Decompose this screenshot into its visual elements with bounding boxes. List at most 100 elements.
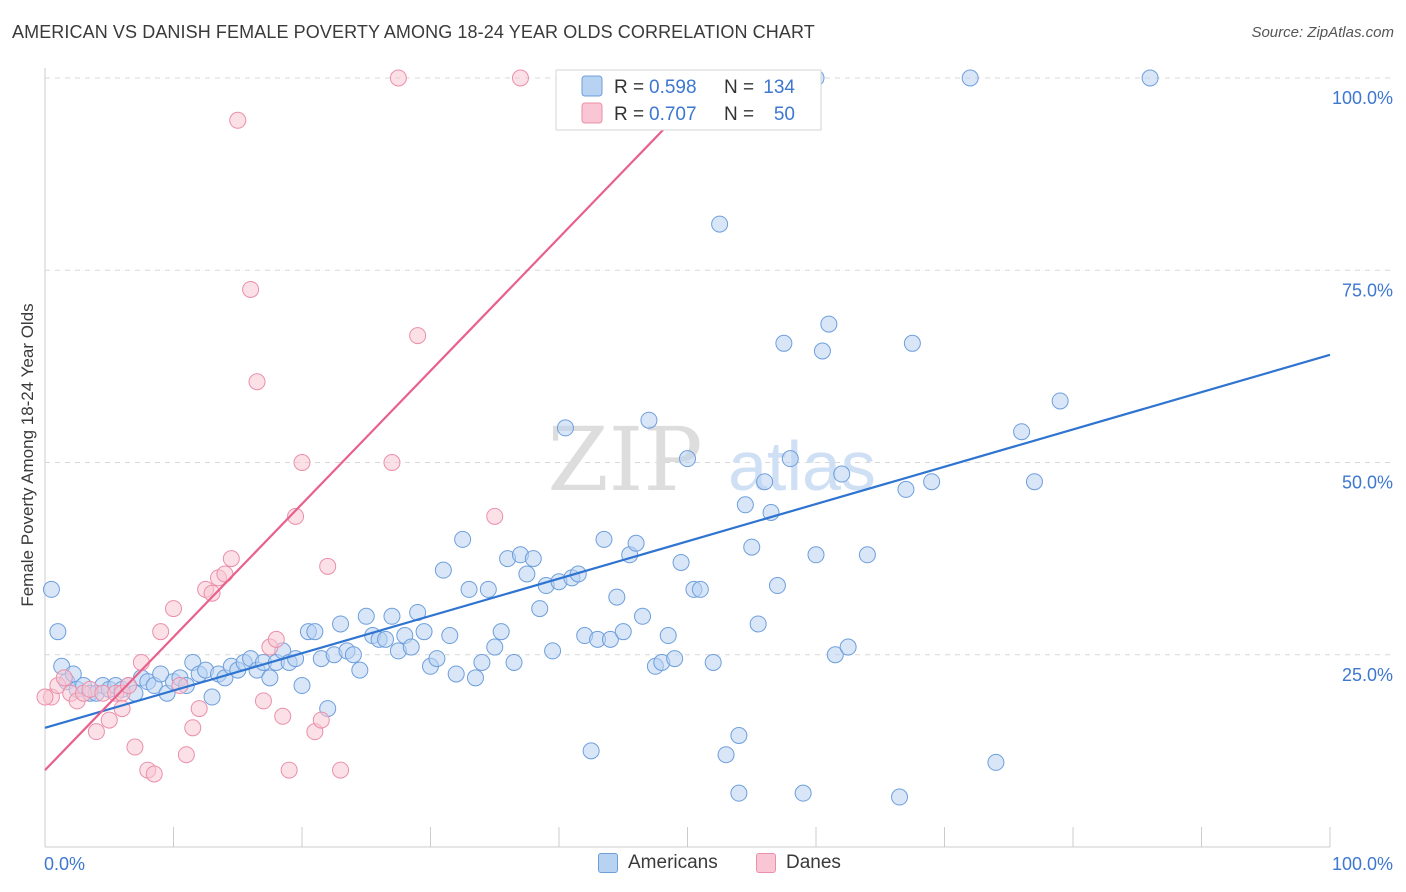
americans-point	[203, 688, 221, 706]
americans-point	[781, 450, 799, 468]
americans-point	[1013, 423, 1031, 441]
series-legend: Americans Danes	[0, 850, 1406, 880]
danes-point	[319, 557, 337, 575]
americans-point	[428, 650, 446, 668]
y-tick-label: 25.0%	[1342, 665, 1393, 685]
americans-point	[351, 661, 369, 679]
danes-point	[312, 711, 330, 729]
danes-point	[287, 507, 305, 525]
americans-point	[447, 665, 465, 683]
danes-r-label: R =	[614, 104, 644, 125]
americans-r-value: 0.598	[649, 77, 697, 98]
y-tick-label: 100.0%	[1332, 88, 1393, 108]
x-tick-label: 0.0%	[44, 854, 85, 874]
americans-point	[434, 561, 452, 579]
americans-point	[704, 653, 722, 671]
americans-point	[634, 607, 652, 625]
axes	[44, 68, 1331, 848]
americans-point	[505, 653, 523, 671]
danes-n-label: N =	[724, 104, 754, 125]
danes-point	[55, 669, 73, 687]
americans-point	[524, 550, 542, 568]
americans-point	[749, 615, 767, 633]
danes-point	[409, 327, 427, 345]
americans-point	[42, 580, 60, 598]
americans-point	[415, 623, 433, 641]
americans-point	[466, 669, 484, 687]
danes-point	[145, 765, 163, 783]
danes-point	[248, 373, 266, 391]
y-tick-label: 75.0%	[1342, 280, 1393, 300]
danes-point	[203, 584, 221, 602]
x-tick-label: 100.0%	[1332, 854, 1393, 874]
americans-point	[833, 465, 851, 483]
americans-point	[614, 623, 632, 641]
trendlines	[44, 77, 1331, 771]
americans-point	[601, 630, 619, 648]
danes-point	[152, 623, 170, 641]
americans-point	[903, 334, 921, 352]
danes-point	[274, 707, 292, 725]
americans-r-label: R =	[614, 77, 644, 98]
gridlines	[45, 77, 1395, 656]
danes-point	[222, 550, 240, 568]
danes-point	[280, 761, 298, 779]
watermark-atlas: atlas	[728, 427, 876, 505]
americans-swatch	[581, 75, 603, 97]
americans-n-label: N =	[724, 77, 754, 98]
chart-title: AMERICAN VS DANISH FEMALE POVERTY AMONG …	[12, 22, 815, 42]
americans-point	[344, 646, 362, 664]
americans-point	[293, 677, 311, 695]
americans-point	[987, 753, 1005, 771]
danes-point	[389, 69, 407, 87]
americans-point	[961, 69, 979, 87]
americans-point	[743, 538, 761, 556]
americans-point	[807, 546, 825, 564]
americans-point	[768, 577, 786, 595]
americans-legend-label: Americans	[628, 852, 718, 873]
americans-point	[492, 623, 510, 641]
danes-point	[177, 746, 195, 764]
americans-point	[730, 784, 748, 802]
danes-point	[165, 600, 182, 618]
danes-point	[120, 677, 138, 695]
americans-point	[730, 726, 748, 744]
danes-point	[293, 454, 311, 471]
americans-point	[679, 450, 696, 468]
americans-point	[595, 530, 613, 548]
americans-point	[383, 607, 401, 625]
americans-point	[640, 411, 658, 429]
danes-point	[486, 507, 504, 525]
y-tick-label: 50.0%	[1342, 473, 1393, 493]
americans-point	[473, 653, 491, 671]
americans-point	[666, 650, 684, 668]
danes-point	[184, 719, 202, 737]
stats-legend: R = 0.598 N = 134 R = 0.707 N = 50	[555, 69, 822, 131]
americans-point	[627, 534, 645, 552]
danes-point	[511, 69, 529, 87]
americans-point	[402, 638, 420, 656]
americans-point	[152, 665, 170, 683]
americans-point	[1141, 69, 1159, 87]
americans-point	[261, 669, 279, 687]
danes-point	[267, 630, 285, 648]
legend-item-danes: Danes	[756, 852, 841, 874]
americans-point	[556, 419, 574, 437]
danes-point	[229, 111, 247, 129]
americans-point	[839, 638, 857, 656]
source-label: Source: ZipAtlas.com	[1251, 24, 1394, 41]
americans-point	[1051, 392, 1069, 410]
danes-point	[36, 688, 54, 706]
danes-trendline	[44, 77, 714, 771]
americans-point	[357, 607, 375, 625]
americans-point	[813, 342, 831, 360]
americans-point	[659, 627, 677, 645]
americans-point	[711, 215, 729, 233]
americans-point	[49, 623, 67, 641]
danes-point	[242, 280, 260, 298]
danes-point	[100, 711, 118, 729]
americans-point	[897, 480, 915, 498]
americans-point	[858, 546, 876, 564]
americans-trendline	[44, 353, 1331, 729]
danes-legend-swatch	[756, 853, 776, 873]
